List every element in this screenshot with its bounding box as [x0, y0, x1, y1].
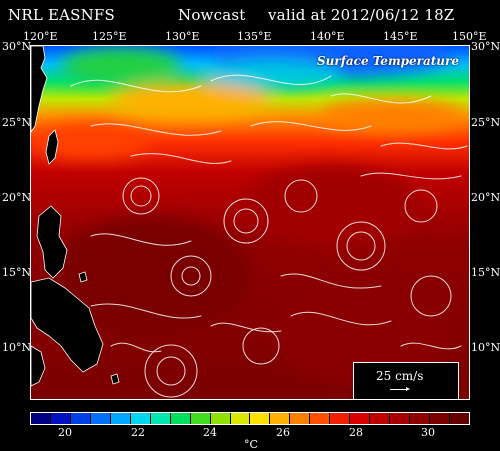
colorbar-segment-14	[310, 413, 331, 424]
colorbar-segment-21	[450, 413, 469, 424]
colorbar-segment-19	[410, 413, 431, 424]
china-coast	[31, 46, 48, 133]
land-masses	[31, 46, 120, 387]
lat-label-30-right: 30°N	[471, 40, 500, 53]
lat-label-15-right: 15°N	[471, 266, 500, 279]
colorbar-segment-16	[350, 413, 371, 424]
vector-scale-label: 25 cm/s	[376, 369, 424, 383]
vector-arrow-icon	[390, 387, 410, 391]
colorbar-segment-3	[90, 413, 111, 424]
colorbar-segment-9	[210, 413, 231, 424]
lon-label-120: 120°E	[23, 30, 58, 43]
lon-label-135: 135°E	[237, 30, 272, 43]
colorbar-segment-6	[150, 413, 171, 424]
colorbar-segment-18	[390, 413, 411, 424]
header: NRL EASNFS Nowcast valid at 2012/06/12 1…	[0, 4, 500, 26]
colorbar-tick-20: 20	[58, 426, 72, 439]
lat-label-25-left: 25°N	[2, 116, 32, 129]
colorbar-segment-13	[290, 413, 311, 424]
vector-scale-legend: 25 cm/s	[353, 362, 459, 399]
temperature-map: Surface Temperature 25 cm/s	[30, 45, 470, 400]
colorbar-unit: °C	[244, 438, 258, 451]
lon-label-140: 140°E	[310, 30, 345, 43]
colorbar-segment-15	[330, 413, 351, 424]
colorbar-segment-0	[31, 413, 51, 424]
lon-label-125: 125°E	[92, 30, 127, 43]
product-type: Nowcast	[178, 6, 246, 24]
colorbar-tick-28: 28	[349, 426, 363, 439]
lat-label-20-left: 20°N	[2, 191, 32, 204]
sea-surface-field	[31, 46, 469, 399]
colorbar-segment-1	[50, 413, 71, 424]
colorbar	[30, 412, 470, 425]
colorbar-segment-20	[430, 413, 451, 424]
colorbar-tick-24: 24	[203, 426, 217, 439]
lat-label-10-left: 10°N	[2, 341, 32, 354]
small-island-2	[110, 373, 120, 385]
colorbar-segment-8	[190, 413, 211, 424]
colorbar-tick-26: 26	[276, 426, 290, 439]
valid-time: valid at 2012/06/12 18Z	[268, 6, 455, 24]
lat-label-15-left: 15°N	[2, 266, 32, 279]
luzon-island	[36, 205, 68, 279]
map-title: Surface Temperature	[316, 54, 459, 68]
visayas-mindanao	[31, 277, 104, 373]
lat-label-10-right: 10°N	[471, 341, 500, 354]
colorbar-tick-30: 30	[421, 426, 435, 439]
colorbar-segment-7	[170, 413, 191, 424]
colorbar-tick-22: 22	[131, 426, 145, 439]
lat-label-30-left: 30°N	[2, 40, 32, 53]
colorbar-segment-11	[250, 413, 271, 424]
colorbar-segment-4	[110, 413, 131, 424]
lon-label-145: 145°E	[383, 30, 418, 43]
palawan-island	[31, 345, 46, 387]
model-name: NRL EASNFS	[8, 6, 116, 24]
small-island-1	[78, 271, 88, 283]
taiwan-island	[45, 129, 59, 165]
lon-label-130: 130°E	[165, 30, 200, 43]
colorbar-segment-10	[230, 413, 251, 424]
current-vectors	[70, 74, 468, 398]
colorbar-segment-17	[370, 413, 391, 424]
colorbar-segment-12	[270, 413, 291, 424]
lat-label-25-right: 25°N	[471, 116, 500, 129]
lon-label-150: 150°E	[452, 30, 487, 43]
lat-label-20-right: 20°N	[471, 191, 500, 204]
colorbar-segment-2	[70, 413, 91, 424]
colorbar-segment-5	[130, 413, 151, 424]
